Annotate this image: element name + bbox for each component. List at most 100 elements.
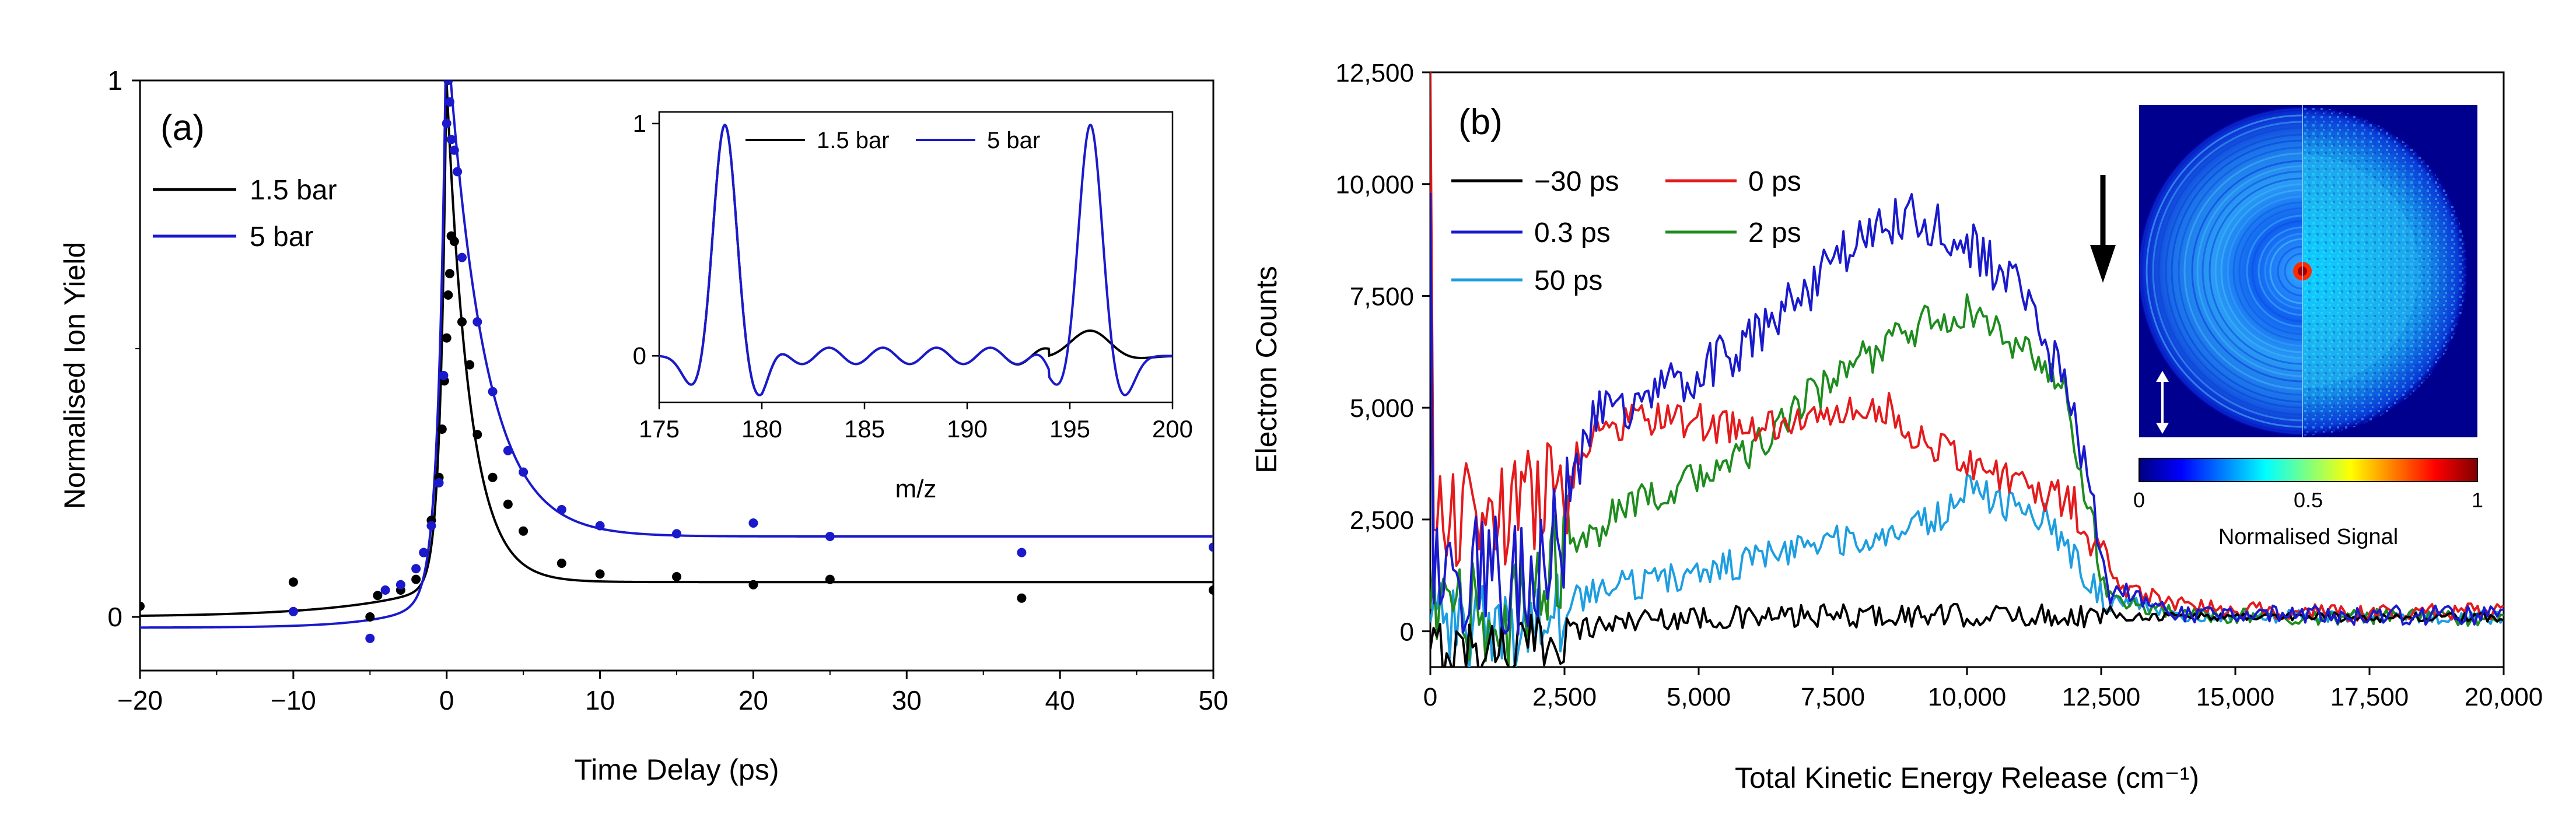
vmi-ring bbox=[2152, 121, 2302, 422]
panel-a-data-points bbox=[140, 80, 1213, 643]
vmi-ring bbox=[2264, 233, 2302, 310]
data-point-1-5-bar bbox=[373, 591, 383, 601]
panel-a-x-tick-label: 0 bbox=[439, 685, 454, 715]
panel-b-x-tick-label: 17,500 bbox=[2330, 683, 2409, 711]
panel-a-x-tick-label: −10 bbox=[271, 685, 316, 715]
panel-b-y-tick-label: 0 bbox=[1400, 618, 1414, 647]
data-point-5-bar bbox=[672, 529, 681, 539]
inset-y-tick-label: 0 bbox=[633, 342, 646, 369]
panel-a-x-tick-label: 10 bbox=[585, 685, 615, 715]
data-point-1-5-bar bbox=[465, 360, 475, 370]
panel-a-x-tick-label: 40 bbox=[1045, 685, 1075, 715]
data-point-5-bar bbox=[444, 97, 454, 107]
panel-a-y-axis-label: Normalised Ion Yield bbox=[58, 242, 91, 510]
data-point-1-5-bar bbox=[503, 499, 513, 509]
data-point-1-5-bar bbox=[488, 472, 498, 482]
data-point-1-5-bar bbox=[825, 574, 835, 584]
legend-label-0-ps: 0 ps bbox=[1748, 166, 1801, 197]
panel-b-spectra bbox=[1430, 72, 2504, 667]
vmi-ring bbox=[2171, 139, 2302, 403]
vmi-ring bbox=[2246, 215, 2302, 328]
data-point-5-bar bbox=[1017, 548, 1027, 557]
data-point-1-5-bar bbox=[556, 559, 566, 568]
data-point-1-5-bar bbox=[442, 333, 452, 343]
data-point-1-5-bar bbox=[411, 574, 421, 584]
data-point-1-5-bar bbox=[1017, 593, 1027, 603]
legend-label-5-bar: 5 bar bbox=[250, 222, 313, 252]
inset-curve-5-bar bbox=[659, 124, 1172, 397]
panel-a-y-tick-label: 0 bbox=[107, 602, 123, 632]
data-point-5-bar bbox=[434, 478, 444, 487]
vmi-ring bbox=[2208, 177, 2302, 365]
legend-label-2-ps: 2 ps bbox=[1748, 217, 1801, 248]
panel-b-x-tick-label: 0 bbox=[1423, 683, 1437, 711]
legend-label-1-5-bar: 1.5 bar bbox=[250, 175, 337, 206]
data-point-1-5-bar bbox=[1209, 585, 1213, 595]
inset-x-tick-label: 180 bbox=[741, 415, 782, 443]
polarization-arrow-icon bbox=[2156, 371, 2169, 434]
data-point-5-bar bbox=[439, 371, 449, 380]
data-point-1-5-bar bbox=[443, 290, 453, 300]
panel-b-y-tick-label: 10,000 bbox=[1335, 171, 1414, 199]
legend-label-0-3-ps: 0.3 ps bbox=[1534, 217, 1611, 248]
vmi-ring bbox=[2232, 201, 2302, 341]
vmi-ring bbox=[2251, 220, 2302, 322]
data-point-5-bar bbox=[449, 145, 459, 155]
spectrum-0-ps bbox=[1430, 72, 2504, 622]
colorbar: 0 0.5 1 Normalised Signal bbox=[2133, 458, 2483, 549]
data-point-5-bar bbox=[446, 135, 456, 145]
panel-b-ticks: 0 2,500 5,000 7,500 10,000 12,500 15,000 17,500… bbox=[1335, 59, 2543, 711]
data-point-5-bar bbox=[519, 467, 528, 477]
vmi-ring bbox=[2146, 114, 2302, 428]
data-point-1-5-bar bbox=[437, 424, 447, 434]
panel-a-x-tick-label: 30 bbox=[892, 685, 922, 715]
inset-y-tick-label: 1 bbox=[633, 110, 646, 137]
vmi-ring bbox=[2220, 189, 2302, 353]
data-point-5-bar bbox=[457, 252, 467, 262]
panel-b: 0 2,500 5,000 7,500 10,000 12,500 15,000 17,500… bbox=[1250, 59, 2543, 794]
data-point-5-bar bbox=[556, 505, 566, 514]
down-arrow-icon bbox=[2090, 175, 2116, 283]
panel-a-x-tick-label: 50 bbox=[1198, 685, 1228, 715]
spectrum-0-3-ps bbox=[1430, 193, 2504, 636]
panel-b-x-tick-label: 12,500 bbox=[2062, 683, 2141, 711]
inset-x-tick-label: 200 bbox=[1152, 415, 1193, 443]
vmi-ring bbox=[2183, 152, 2302, 390]
data-point-5-bar bbox=[453, 167, 463, 177]
data-point-5-bar bbox=[1209, 542, 1213, 552]
data-point-1-5-bar bbox=[140, 601, 145, 611]
panel-a-y-tick-label: 1 bbox=[107, 65, 123, 96]
panel-a-x-tick-label: 20 bbox=[738, 685, 768, 715]
vmi-ring bbox=[2202, 170, 2302, 372]
colorbar-tick-1: 1 bbox=[2472, 488, 2483, 512]
fit-curve-1-5-bar bbox=[140, 83, 1213, 617]
vmi-ring bbox=[2238, 207, 2302, 335]
data-point-5-bar bbox=[380, 585, 390, 595]
data-point-5-bar bbox=[442, 118, 452, 128]
inset-plot-area bbox=[658, 111, 1174, 404]
panel-b-x-axis-label: Total Kinetic Energy Release (cm⁻¹) bbox=[1735, 762, 2199, 794]
data-point-5-bar bbox=[443, 80, 453, 85]
vmi-ring bbox=[2191, 160, 2302, 383]
data-point-5-bar bbox=[503, 445, 513, 455]
panel-b-x-tick-label: 7,500 bbox=[1801, 683, 1865, 711]
inset-legend: 1.5 bar 5 bar bbox=[746, 128, 1040, 153]
panel-b-y-tick-label: 12,500 bbox=[1335, 59, 1414, 87]
inset-x-tick-label: 175 bbox=[639, 415, 680, 443]
data-point-1-5-bar bbox=[444, 269, 454, 279]
panel-b-x-tick-label: 20,000 bbox=[2465, 683, 2543, 711]
colorbar-label: Normalised Signal bbox=[2218, 525, 2398, 549]
panel-a-x-tick-label: −20 bbox=[117, 685, 163, 715]
panel-b-y-axis-label: Electron Counts bbox=[1250, 266, 1283, 473]
panel-b-y-tick-label: 5,000 bbox=[1350, 394, 1414, 423]
data-point-1-5-bar bbox=[449, 237, 459, 246]
panel-b-label: (b) bbox=[1458, 102, 1503, 142]
panel-a-legend: 1.5 bar 5 bar bbox=[153, 175, 337, 252]
panel-a-x-axis-label: Time Delay (ps) bbox=[575, 753, 779, 786]
data-point-1-5-bar bbox=[595, 569, 605, 579]
vmi-ring bbox=[2158, 127, 2302, 416]
legend-label-minus-30-ps: −30 ps bbox=[1534, 166, 1619, 197]
vmi-ring bbox=[2277, 245, 2302, 297]
